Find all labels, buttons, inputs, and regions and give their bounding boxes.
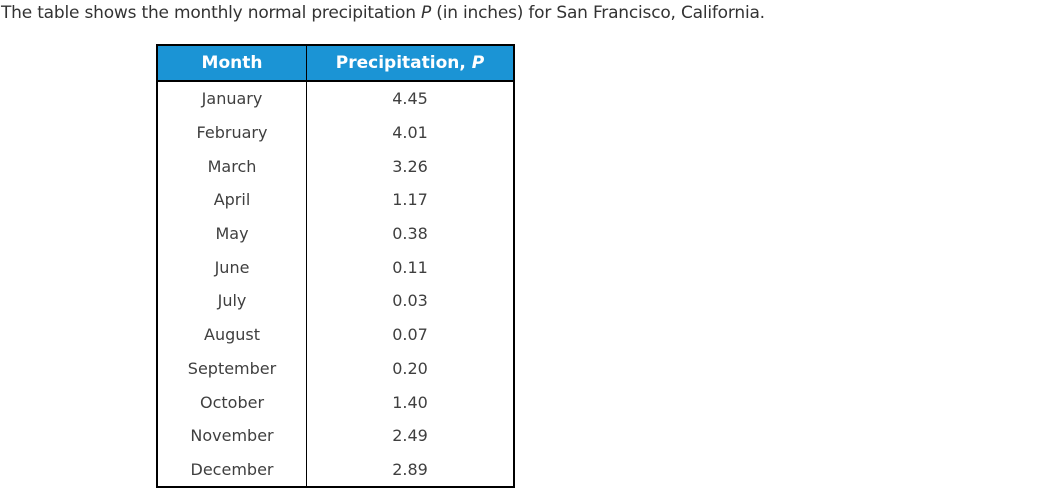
table-body: January 4.45 February 4.01 March 3.26 April 1.1… [157,81,514,488]
table-row: September 0.20 [157,351,514,386]
table-row: January 4.45 [157,81,514,116]
table-row: December 2.89 [157,452,514,488]
table-row: August 0.07 [157,317,514,352]
precipitation-table: Month Precipitation, P January 4.45 Februa… [156,44,515,489]
month-cell: December [190,459,274,479]
precipitation-cell: 0.11 [306,250,514,285]
precipitation-cell: 2.89 [306,452,514,488]
precipitation-cell: 0.07 [306,317,514,352]
precipitation-header-variable: P [471,53,485,73]
month-cell: January [201,89,263,109]
month-cell: June [214,257,250,277]
precipitation-cell: 2.49 [306,418,514,453]
table-row: April 1.17 [157,183,514,217]
precipitation-variable: P [421,3,432,23]
precipitation-cell: 1.40 [306,385,514,419]
table-row: May 0.38 [157,216,514,251]
month-cell: September [187,358,277,378]
table-row: July 0.03 [157,284,514,318]
precipitation-header-label: Precipitation, [335,53,472,73]
precipitation-cell: 3.26 [306,149,514,184]
precipitation-cell: 0.03 [306,284,514,318]
table-row: November 2.49 [157,418,514,453]
month-cell: November [190,426,274,446]
header-row: Month Precipitation, P [157,45,514,82]
table-header: Month Precipitation, P [157,45,514,82]
precipitation-cell: 0.20 [306,351,514,386]
month-cell: May [215,224,249,244]
month-cell: July [217,291,247,311]
problem-statement-suffix: (in inches) for San Francisco, Californi… [431,3,765,23]
month-cell: February [196,123,268,143]
problem-statement-prefix: The table shows the monthly normal preci… [1,3,422,23]
problem-statement: The table shows the monthly normal preci… [1,3,765,23]
table-row: October 1.40 [157,385,514,419]
month-cell: October [199,392,265,412]
precipitation-cell: 0.38 [306,216,514,251]
month-cell: April [213,190,251,210]
month-cell: March [207,156,257,176]
table-row: June 0.11 [157,250,514,285]
column-header-month: Month [157,45,307,82]
precipitation-cell: 4.45 [306,81,514,116]
table-row: February 4.01 [157,115,514,150]
column-header-precipitation: Precipitation, P [306,45,514,82]
table-row: March 3.26 [157,149,514,184]
precipitation-cell: 1.17 [306,183,514,217]
precipitation-cell: 4.01 [306,115,514,150]
month-cell: August [204,325,260,345]
